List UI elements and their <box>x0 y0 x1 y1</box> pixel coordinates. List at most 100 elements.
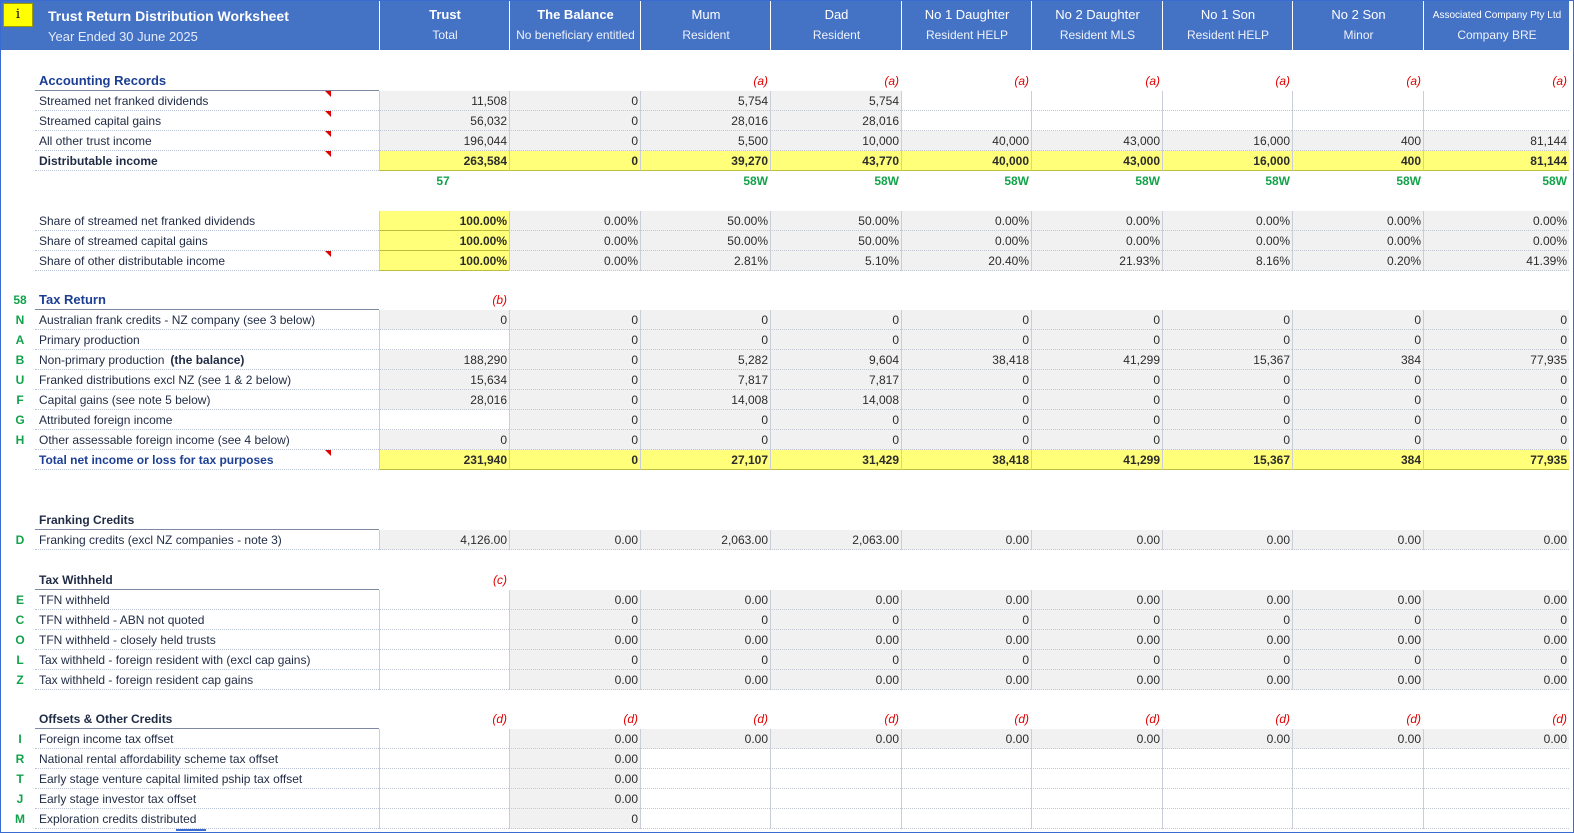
value-cell[interactable]: 38,418 <box>901 450 1031 471</box>
value-cell[interactable]: 0.00 <box>1031 729 1162 750</box>
value-cell[interactable]: 0.00 <box>509 589 640 610</box>
value-cell[interactable]: 77,935 <box>1423 350 1569 371</box>
value-cell[interactable] <box>1162 110 1292 131</box>
value-cell[interactable]: 0.00 <box>509 789 640 810</box>
comment-indicator-icon[interactable] <box>325 450 331 457</box>
value-cell[interactable]: 40,000 <box>901 130 1031 151</box>
value-cell[interactable]: 0 <box>509 370 640 391</box>
value-cell[interactable]: 0 <box>1292 310 1423 331</box>
value-cell[interactable]: 0.00% <box>901 210 1031 231</box>
value-cell[interactable]: 0 <box>509 150 640 171</box>
value-cell[interactable]: 41.39% <box>1423 250 1569 271</box>
value-cell[interactable]: 0 <box>901 370 1031 391</box>
value-cell[interactable]: 0.00 <box>1292 729 1423 750</box>
value-cell[interactable]: 0 <box>770 430 901 451</box>
value-cell[interactable]: 10,000 <box>770 130 901 151</box>
value-cell[interactable]: 0.00 <box>1423 629 1569 650</box>
value-cell[interactable]: 16,000 <box>1162 130 1292 151</box>
value-cell[interactable]: 0.00 <box>1031 589 1162 610</box>
value-cell[interactable] <box>379 809 509 830</box>
value-cell[interactable]: 50.00% <box>640 230 770 251</box>
value-cell[interactable]: 0 <box>1031 410 1162 431</box>
value-cell[interactable] <box>1162 769 1292 790</box>
value-cell[interactable] <box>379 729 509 750</box>
comment-indicator-icon[interactable] <box>325 130 331 137</box>
value-cell[interactable] <box>770 809 901 830</box>
value-cell[interactable]: 0 <box>901 649 1031 670</box>
value-cell[interactable]: 0 <box>1423 370 1569 391</box>
value-cell[interactable]: 0.00 <box>640 589 770 610</box>
value-cell[interactable]: 14,008 <box>640 390 770 411</box>
value-cell[interactable]: 50.00% <box>640 210 770 231</box>
value-cell[interactable]: 28,016 <box>379 390 509 411</box>
value-cell[interactable] <box>901 809 1031 830</box>
value-cell[interactable] <box>1292 90 1423 111</box>
value-cell[interactable]: 0.00 <box>1423 589 1569 610</box>
comment-indicator-icon[interactable] <box>325 250 331 257</box>
value-cell[interactable]: 0 <box>640 430 770 451</box>
value-cell[interactable]: 0.00 <box>509 729 640 750</box>
value-cell[interactable]: 100.00% <box>379 210 509 231</box>
value-cell[interactable]: 0 <box>640 410 770 431</box>
value-cell[interactable] <box>640 789 770 810</box>
value-cell[interactable]: 0.00 <box>509 629 640 650</box>
value-cell[interactable]: 0.00 <box>901 629 1031 650</box>
value-cell[interactable] <box>1423 749 1569 770</box>
value-cell[interactable] <box>1162 809 1292 830</box>
value-cell[interactable]: 0.00% <box>901 230 1031 251</box>
value-cell[interactable]: 15,634 <box>379 370 509 391</box>
value-cell[interactable]: 0.00 <box>1031 629 1162 650</box>
value-cell[interactable]: 77,935 <box>1423 450 1569 471</box>
value-cell[interactable] <box>901 769 1031 790</box>
value-cell[interactable]: 20.40% <box>901 250 1031 271</box>
comment-indicator-icon[interactable] <box>325 150 331 157</box>
value-cell[interactable] <box>901 789 1031 810</box>
value-cell[interactable]: 0.00 <box>770 669 901 690</box>
value-cell[interactable]: 28,016 <box>770 110 901 131</box>
value-cell[interactable]: 0 <box>509 390 640 411</box>
value-cell[interactable]: 0 <box>1162 330 1292 351</box>
value-cell[interactable]: 0.00 <box>509 769 640 790</box>
value-cell[interactable]: 0 <box>901 390 1031 411</box>
value-cell[interactable] <box>1031 809 1162 830</box>
value-cell[interactable]: 0.00 <box>1162 729 1292 750</box>
value-cell[interactable]: 14,008 <box>770 390 901 411</box>
value-cell[interactable]: 0 <box>1162 310 1292 331</box>
value-cell[interactable] <box>640 809 770 830</box>
value-cell[interactable]: 0 <box>1162 390 1292 411</box>
value-cell[interactable]: 0.00 <box>1423 669 1569 690</box>
value-cell[interactable]: 0 <box>1162 649 1292 670</box>
value-cell[interactable] <box>1292 809 1423 830</box>
value-cell[interactable]: 11,508 <box>379 90 509 111</box>
value-cell[interactable]: 5,500 <box>640 130 770 151</box>
value-cell[interactable]: 43,000 <box>1031 130 1162 151</box>
value-cell[interactable] <box>379 769 509 790</box>
value-cell[interactable]: 0 <box>1162 609 1292 630</box>
value-cell[interactable] <box>1031 110 1162 131</box>
value-cell[interactable]: 0.20% <box>1292 250 1423 271</box>
value-cell[interactable] <box>1423 789 1569 810</box>
value-cell[interactable]: 0 <box>770 330 901 351</box>
value-cell[interactable]: 0.00 <box>1031 529 1162 550</box>
value-cell[interactable] <box>379 330 509 351</box>
value-cell[interactable]: 0.00% <box>1031 230 1162 251</box>
value-cell[interactable]: 0.00% <box>1292 230 1423 251</box>
value-cell[interactable] <box>1162 789 1292 810</box>
value-cell[interactable] <box>770 769 901 790</box>
value-cell[interactable]: 0 <box>1292 370 1423 391</box>
value-cell[interactable]: 0 <box>901 310 1031 331</box>
value-cell[interactable]: 2.81% <box>640 250 770 271</box>
value-cell[interactable]: 0 <box>640 649 770 670</box>
value-cell[interactable]: 0.00 <box>1423 729 1569 750</box>
value-cell[interactable]: 0 <box>1292 649 1423 670</box>
value-cell[interactable] <box>901 749 1031 770</box>
value-cell[interactable]: 263,584 <box>379 150 509 171</box>
value-cell[interactable]: 0.00 <box>1292 669 1423 690</box>
value-cell[interactable]: 0 <box>379 430 509 451</box>
value-cell[interactable]: 0 <box>1292 390 1423 411</box>
value-cell[interactable]: 0 <box>770 609 901 630</box>
value-cell[interactable]: 43,770 <box>770 150 901 171</box>
value-cell[interactable]: 0.00 <box>901 589 1031 610</box>
value-cell[interactable]: 384 <box>1292 350 1423 371</box>
value-cell[interactable]: 0 <box>1423 410 1569 431</box>
